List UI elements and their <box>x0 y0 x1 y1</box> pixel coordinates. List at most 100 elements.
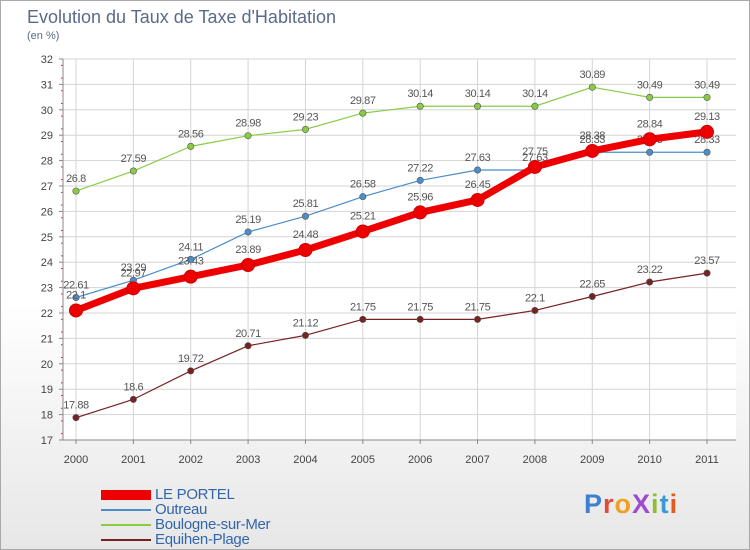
data-label: 21.12 <box>293 317 319 329</box>
legend-item: Outreau <box>101 501 361 518</box>
chart-title: Evolution du Taux de Taxe d'Habitation <box>27 7 336 27</box>
legend-item: Equihen-Plage <box>101 531 361 548</box>
legend-label: Outreau <box>155 501 208 518</box>
data-point <box>703 148 711 156</box>
y-tick-label: 23 <box>41 283 53 295</box>
data-label: 30.14 <box>465 88 491 100</box>
legend-swatch <box>101 539 151 541</box>
data-label: 25.19 <box>235 214 261 226</box>
data-point <box>301 331 309 339</box>
data-label: 25.81 <box>293 198 319 210</box>
data-label: 24.11 <box>178 241 203 253</box>
data-label: 22.97 <box>121 267 147 279</box>
legend-label: LE PORTEL <box>155 486 235 503</box>
data-point <box>531 102 539 110</box>
data-point <box>416 315 424 323</box>
data-point <box>474 102 482 110</box>
data-label: 18.6 <box>123 381 143 393</box>
x-tick-label: 2002 <box>178 454 202 466</box>
data-point <box>72 414 80 422</box>
data-label: 28.84 <box>637 118 663 130</box>
legend-swatch <box>101 509 151 511</box>
legend-item: Boulogne-sur-Mer <box>101 516 361 533</box>
data-label: 21.75 <box>465 301 491 313</box>
x-tick-label: 2007 <box>465 454 489 466</box>
data-point <box>359 193 367 201</box>
data-label: 19.72 <box>178 353 204 365</box>
data-point <box>588 83 596 91</box>
data-label: 28.33 <box>694 134 720 146</box>
x-tick-label: 2000 <box>64 454 88 466</box>
data-label: 27.22 <box>407 162 433 174</box>
data-point <box>244 132 252 140</box>
legend-label: Equihen-Plage <box>155 531 250 548</box>
data-label: 30.14 <box>522 88 548 100</box>
data-label: 23.43 <box>178 256 204 268</box>
data-label: 30.49 <box>694 79 720 91</box>
data-label: 25.96 <box>407 191 433 203</box>
y-tick-label: 27 <box>41 181 53 193</box>
data-point <box>474 166 482 174</box>
plot-area <box>63 59 736 440</box>
series-line <box>75 272 708 419</box>
x-tick-label: 2008 <box>523 454 547 466</box>
data-label: 27.63 <box>522 152 548 164</box>
data-label: 22.61 <box>63 280 89 292</box>
data-point <box>129 395 137 403</box>
data-label: 21.75 <box>407 301 433 313</box>
y-tick-label: 20 <box>41 359 53 371</box>
data-label: 20.71 <box>235 328 261 340</box>
data-label: 27.59 <box>121 153 147 165</box>
y-tick-label: 25 <box>41 232 53 244</box>
data-point <box>646 148 654 156</box>
data-point <box>187 255 195 263</box>
legend-item: LE PORTEL <box>101 486 361 503</box>
data-point <box>187 367 195 375</box>
y-tick-label: 29 <box>41 130 53 142</box>
y-tick-label: 32 <box>41 54 53 66</box>
data-point <box>585 143 600 158</box>
data-point <box>183 269 198 284</box>
y-tick-label: 19 <box>41 384 53 396</box>
data-label: 29.13 <box>694 111 720 123</box>
data-point <box>531 306 539 314</box>
logo-letter: t <box>659 489 670 519</box>
x-tick-label: 2001 <box>121 454 145 466</box>
data-label: 23.29 <box>121 262 147 274</box>
data-point <box>244 228 252 236</box>
data-point <box>359 109 367 117</box>
data-point <box>301 212 309 220</box>
data-label: 28.33 <box>580 134 606 146</box>
x-tick-label: 2011 <box>695 454 719 466</box>
y-tick-label: 24 <box>41 257 53 269</box>
data-point <box>69 303 83 318</box>
data-point <box>72 187 80 195</box>
data-point <box>527 159 542 174</box>
data-point <box>413 205 428 220</box>
data-label: 26.58 <box>350 179 376 191</box>
data-point <box>703 93 711 101</box>
logo-letter: o <box>614 489 633 519</box>
logo-letter: r <box>603 489 615 519</box>
data-label: 22.65 <box>580 278 606 290</box>
data-point <box>470 192 485 207</box>
y-tick-label: 26 <box>41 206 53 218</box>
data-label: 30.49 <box>637 79 663 91</box>
data-label: 30.14 <box>407 88 433 100</box>
legend-label: Boulogne-sur-Mer <box>155 516 271 533</box>
data-point <box>646 278 654 286</box>
series-line <box>72 128 711 314</box>
data-point <box>359 315 367 323</box>
data-label: 27.75 <box>522 146 548 158</box>
y-tick-label: 17 <box>41 435 53 447</box>
data-label: 23.22 <box>637 264 663 276</box>
logo-letter: P <box>584 489 604 519</box>
data-label: 23.89 <box>235 244 261 256</box>
data-point <box>72 294 80 302</box>
logo-letter: X <box>632 489 652 519</box>
legend-swatch <box>101 490 151 500</box>
logo-letter: i <box>669 489 679 519</box>
data-label: 23.57 <box>694 255 720 267</box>
data-label: 28.56 <box>178 128 204 140</box>
